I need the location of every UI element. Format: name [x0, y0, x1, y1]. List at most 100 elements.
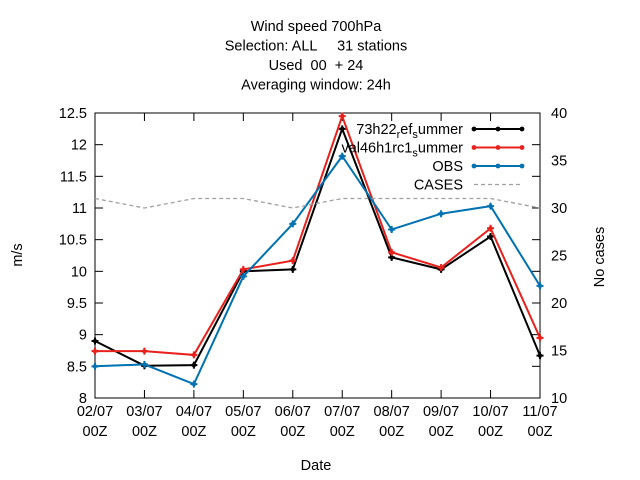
y2-tick-label: 15 — [551, 344, 567, 360]
data-point-dot — [92, 348, 98, 354]
chart-title: Wind speed 700hPa Selection: ALL 31 stati… — [225, 19, 407, 94]
legend-marker — [471, 126, 477, 132]
y2-tick-label: 40 — [551, 106, 567, 122]
series — [91, 152, 544, 388]
series-line — [94, 154, 541, 386]
legend-label: val46h1rc1summer — [341, 141, 463, 160]
data-point-dot — [191, 381, 197, 387]
x-tick-label: 00Z — [132, 424, 157, 440]
y2-tick-label: 25 — [551, 249, 567, 265]
title-line: Selection: ALL 31 stations — [225, 39, 407, 55]
data-point-dot — [438, 211, 444, 216]
y-tick-label: 12.5 — [59, 106, 87, 122]
title-line: Wind speed 700hPa — [251, 19, 383, 35]
x-axis-ticks: 02/07 00Z 03/07 00Z 04/07 00Z 05/07 00Z 06/07 00Z… — [77, 113, 558, 440]
legend-marker — [495, 145, 501, 150]
data-point-dot — [142, 362, 147, 367]
legend-label: CASES — [414, 178, 463, 194]
x-tick-label: 05/07 — [225, 404, 261, 420]
data-point-dot — [389, 255, 394, 260]
series-layer — [91, 112, 544, 388]
x-tick-label: 00Z — [478, 424, 503, 440]
data-point-dot — [340, 126, 345, 132]
data-point-dot — [290, 267, 295, 272]
x-tick-label: 11/07 — [522, 404, 557, 420]
y2-tick-label: 30 — [551, 201, 567, 217]
legend-marker — [471, 145, 477, 150]
plot-border — [94, 112, 541, 399]
x-tick-label: 10/07 — [472, 404, 508, 420]
y-tick-label: 8.5 — [67, 359, 87, 375]
y-tick-label: 11 — [72, 201, 87, 217]
legend-marker — [519, 126, 525, 132]
x-tick-label: 00Z — [330, 424, 355, 440]
legend-label: OBS — [432, 159, 463, 175]
legend-marker — [495, 163, 501, 169]
y-tick-label: 9.5 — [67, 296, 87, 312]
data-point-dot — [290, 258, 295, 263]
data-point-dot — [191, 352, 197, 358]
x-tick-label: 04/07 — [176, 404, 212, 420]
x-tick-label: 00Z — [379, 424, 404, 440]
data-point-dot — [389, 227, 394, 232]
x-tick-label: 02/07 — [77, 404, 113, 420]
y-tick-label: 10 — [71, 264, 87, 280]
data-point-dot — [142, 348, 147, 354]
legend-marker — [519, 145, 525, 150]
y-axis-ticks: 8 8.5 9 9.5 10 10.5 11 11.5 12 12.5 — [59, 106, 540, 407]
x-axis-label: Date — [301, 458, 332, 474]
title-line: Averaging window: 24h — [241, 78, 391, 94]
x-tick-label: 00Z — [528, 424, 553, 440]
x-tick-label: 08/07 — [374, 404, 410, 420]
data-point-dot — [389, 250, 394, 255]
data-point-dot — [290, 221, 295, 227]
y-tick-label: 8 — [79, 391, 87, 407]
legend-label: 73h22refsummer — [356, 122, 463, 141]
x-tick-label: 07/07 — [324, 404, 360, 420]
title-line: Used 00 + 24 — [269, 58, 364, 74]
x-tick-label: 00Z — [83, 424, 108, 440]
x-tick-label: 09/07 — [423, 404, 459, 420]
y-axis-label: m/s — [10, 243, 26, 266]
y-tick-label: 10.5 — [59, 233, 87, 249]
data-point-dot — [488, 226, 493, 231]
y2-axis-ticks: 10 15 20 25 30 35 40 — [551, 106, 567, 407]
data-point-dot — [191, 362, 197, 368]
y-tick-label: 11.5 — [60, 169, 87, 185]
x-tick-label: 00Z — [181, 424, 206, 440]
data-point-dot — [438, 265, 444, 270]
series-line — [94, 197, 541, 209]
y2-tick-label: 20 — [551, 296, 567, 312]
series-line — [94, 125, 541, 367]
y2-axis-label: No cases — [592, 227, 608, 287]
data-point-dot — [241, 267, 246, 272]
legend-marker — [471, 163, 477, 169]
x-tick-label: 00Z — [280, 424, 305, 440]
x-tick-label: 00Z — [429, 424, 454, 440]
series — [94, 197, 541, 209]
data-point-dot — [92, 364, 98, 369]
series-line — [95, 113, 541, 356]
y2-tick-label: 10 — [551, 391, 567, 407]
series — [91, 112, 544, 359]
data-point-dot — [340, 113, 345, 119]
legend-marker — [495, 126, 501, 132]
y2-tick-label: 35 — [551, 154, 567, 170]
data-point-dot — [537, 283, 543, 289]
data-point-dot — [340, 153, 345, 159]
data-point-dot — [537, 353, 543, 358]
y-tick-label: 9 — [79, 328, 87, 344]
data-point-dot — [92, 338, 98, 344]
x-tick-label: 06/07 — [275, 404, 311, 420]
y-tick-label: 12 — [71, 138, 87, 154]
legend-marker — [519, 163, 525, 169]
data-point-dot — [241, 274, 246, 279]
series — [91, 125, 544, 370]
x-tick-label: 00Z — [231, 424, 256, 440]
data-point-dot — [488, 203, 493, 209]
data-point-dot — [488, 234, 493, 239]
x-tick-label: 03/07 — [126, 404, 162, 420]
plot-frame — [94, 112, 541, 399]
